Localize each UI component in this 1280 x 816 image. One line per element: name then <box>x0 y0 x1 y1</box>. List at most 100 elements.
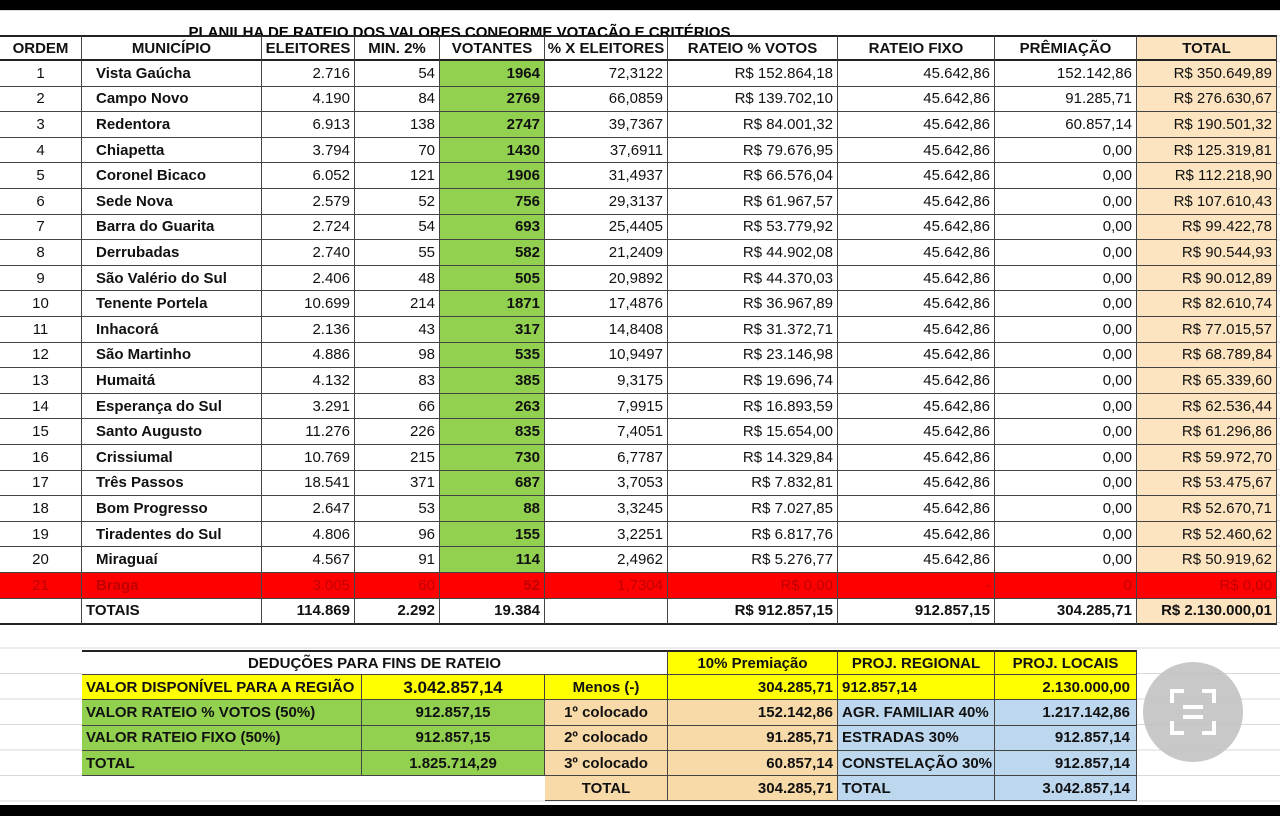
cell-rateio-votos[interactable]: R$ 19.696,74 <box>668 368 838 394</box>
cell-rateio-fixo[interactable]: 45.642,86 <box>838 112 995 138</box>
cell-rateio-votos[interactable]: R$ 6.817,76 <box>668 521 838 548</box>
projects-cell[interactable]: 1º colocado <box>545 700 668 726</box>
header-votantes[interactable]: VOTANTES <box>440 35 545 61</box>
cell-pct[interactable]: 14,8408 <box>545 317 668 343</box>
projects-cell[interactable]: 304.285,71 <box>668 776 838 802</box>
cell-premiacao[interactable]: 0,00 <box>995 368 1137 394</box>
cell-min[interactable]: 54 <box>355 61 440 87</box>
projects-header[interactable]: PROJ. REGIONAL <box>838 650 995 675</box>
cell-ordem[interactable]: 4 <box>0 137 82 164</box>
projects-cell[interactable]: 3.042.857,14 <box>995 776 1137 802</box>
totals-pct[interactable] <box>545 598 668 625</box>
cell-rateio-votos[interactable]: R$ 84.001,32 <box>668 112 838 138</box>
cell-eleitores[interactable]: 11.276 <box>262 419 355 445</box>
cell-municipio[interactable]: São Martinho <box>82 342 262 369</box>
cell-total[interactable]: R$ 350.649,89 <box>1137 61 1277 87</box>
cell-pct[interactable]: 6,7787 <box>545 445 668 471</box>
cell-premiacao[interactable]: 0,00 <box>995 342 1137 369</box>
cell-eleitores[interactable]: 10.769 <box>262 445 355 471</box>
header-eleitores[interactable]: ELEITORES <box>262 35 355 61</box>
cell-votantes[interactable]: 505 <box>440 265 545 292</box>
totals-rateio-votos[interactable]: R$ 912.857,15 <box>668 598 838 625</box>
cell-eleitores[interactable]: 4.132 <box>262 368 355 394</box>
cell-eleitores[interactable]: 4.886 <box>262 342 355 369</box>
cell-rateio-fixo[interactable]: 45.642,86 <box>838 240 995 266</box>
cell-pct[interactable]: 21,2409 <box>545 240 668 266</box>
cell-ordem[interactable]: 10 <box>0 291 82 317</box>
cell-rateio-fixo[interactable]: 45.642,86 <box>838 189 995 215</box>
cell-min[interactable]: 214 <box>355 291 440 317</box>
cell-rateio-votos[interactable]: R$ 0,00 <box>668 573 838 599</box>
cell-ordem[interactable]: 18 <box>0 496 82 522</box>
header-pct[interactable]: % X ELEITORES <box>545 35 668 61</box>
cell-total[interactable]: R$ 59.972,70 <box>1137 445 1277 471</box>
cell-rateio-fixo[interactable]: 45.642,86 <box>838 342 995 369</box>
cell-total[interactable]: R$ 125.319,81 <box>1137 137 1277 164</box>
header-total[interactable]: TOTAL <box>1137 35 1277 61</box>
cell-total[interactable]: R$ 107.610,43 <box>1137 189 1277 215</box>
totals-premiacao[interactable]: 304.285,71 <box>995 598 1137 625</box>
cell-eleitores[interactable]: 2.724 <box>262 214 355 241</box>
cell-min[interactable]: 70 <box>355 137 440 164</box>
cell-rateio-fixo[interactable]: 45.642,86 <box>838 265 995 292</box>
cell-municipio[interactable]: Braga <box>82 573 262 599</box>
cell-pct[interactable]: 10,9497 <box>545 342 668 369</box>
cell-premiacao[interactable]: 0,00 <box>995 521 1137 548</box>
cell-rateio-votos[interactable]: R$ 44.370,03 <box>668 265 838 292</box>
projects-header[interactable]: PROJ. LOCAIS <box>995 650 1137 675</box>
cell-total[interactable]: R$ 82.610,74 <box>1137 291 1277 317</box>
deduction-label[interactable]: VALOR RATEIO FIXO (50%) <box>82 725 362 751</box>
cell-eleitores[interactable]: 4.806 <box>262 521 355 548</box>
cell-municipio[interactable]: Redentora <box>82 112 262 138</box>
cell-ordem[interactable]: 8 <box>0 240 82 266</box>
cell-municipio[interactable]: Três Passos <box>82 470 262 497</box>
cell-premiacao[interactable]: 0,00 <box>995 240 1137 266</box>
projects-cell[interactable]: 60.857,14 <box>668 750 838 777</box>
cell-premiacao[interactable]: 0,00 <box>995 445 1137 471</box>
cell-ordem[interactable]: 7 <box>0 214 82 241</box>
cell-rateio-votos[interactable]: R$ 23.146,98 <box>668 342 838 369</box>
cell-total[interactable]: R$ 50.919,62 <box>1137 547 1277 573</box>
projects-header[interactable]: 10% Premiação <box>668 650 838 675</box>
totals-ordem[interactable] <box>0 598 82 625</box>
cell-pct[interactable]: 1,7304 <box>545 573 668 599</box>
cell-pct[interactable]: 66,0859 <box>545 86 668 113</box>
cell-total[interactable]: R$ 52.460,62 <box>1137 521 1277 548</box>
projects-cell[interactable]: AGR. FAMILIAR 40% <box>838 700 995 726</box>
cell-votantes[interactable]: 730 <box>440 445 545 471</box>
cell-eleitores[interactable]: 6.052 <box>262 163 355 189</box>
cell-premiacao[interactable]: 0,00 <box>995 214 1137 241</box>
cell-rateio-fixo[interactable]: 45.642,86 <box>838 214 995 241</box>
cell-total[interactable]: R$ 276.630,67 <box>1137 86 1277 113</box>
cell-ordem[interactable]: 16 <box>0 445 82 471</box>
cell-min[interactable]: 53 <box>355 496 440 522</box>
cell-min[interactable]: 91 <box>355 547 440 573</box>
projects-cell[interactable]: Menos (-) <box>545 675 668 701</box>
cell-rateio-votos[interactable]: R$ 79.676,95 <box>668 137 838 164</box>
projects-cell[interactable]: 912.857,14 <box>838 675 995 701</box>
cell-eleitores[interactable]: 2.136 <box>262 317 355 343</box>
cell-votantes[interactable]: 114 <box>440 547 545 573</box>
cell-votantes[interactable]: 88 <box>440 496 545 522</box>
totals-rateio-fixo[interactable]: 912.857,15 <box>838 598 995 625</box>
cell-municipio[interactable]: Sede Nova <box>82 189 262 215</box>
cell-votantes[interactable]: 317 <box>440 317 545 343</box>
cell-pct[interactable]: 20,9892 <box>545 265 668 292</box>
cell-municipio[interactable]: Santo Augusto <box>82 419 262 445</box>
projects-cell[interactable]: TOTAL <box>545 776 668 802</box>
cell-premiacao[interactable]: 0,00 <box>995 496 1137 522</box>
cell-votantes[interactable]: 535 <box>440 342 545 369</box>
cell-premiacao[interactable]: 60.857,14 <box>995 112 1137 138</box>
cell-total[interactable]: R$ 190.501,32 <box>1137 112 1277 138</box>
cell-min[interactable]: 55 <box>355 240 440 266</box>
cell-municipio[interactable]: Campo Novo <box>82 86 262 113</box>
deduction-value[interactable]: 1.825.714,29 <box>362 750 545 777</box>
cell-municipio[interactable]: Tenente Portela <box>82 291 262 317</box>
cell-eleitores[interactable]: 2.579 <box>262 189 355 215</box>
cell-rateio-fixo[interactable]: 45.642,86 <box>838 61 995 87</box>
scan-button[interactable] <box>1143 662 1243 762</box>
deduction-label[interactable]: TOTAL <box>82 750 362 777</box>
cell-rateio-fixo[interactable]: 45.642,86 <box>838 547 995 573</box>
cell-rateio-votos[interactable]: R$ 7.027,85 <box>668 496 838 522</box>
cell-ordem[interactable]: 21 <box>0 573 82 599</box>
